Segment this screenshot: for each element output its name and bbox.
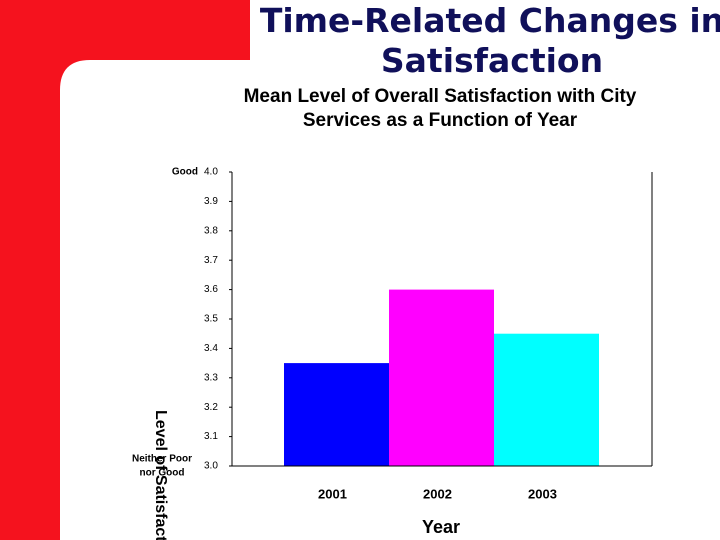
x-tick-label: 2002 [423, 486, 452, 501]
bar [284, 363, 389, 466]
y-tick-label: 3.9 [204, 196, 218, 207]
red-decoration [0, 0, 250, 540]
x-axis-label: Year [422, 517, 460, 537]
y-tick-label: 3.8 [204, 225, 218, 236]
bar [389, 289, 494, 466]
x-tick-label: 2001 [318, 486, 347, 501]
chart-title: Services as a Function of Year [303, 110, 578, 131]
bar [494, 333, 599, 466]
y-tick-label: 3.5 [204, 314, 218, 325]
y-axis-label: Level of Satisfaction [152, 410, 169, 540]
y-tick-label: 4.0 [204, 167, 218, 178]
y-tick-label: 3.1 [204, 431, 218, 442]
y-tick-label: 3.0 [204, 461, 218, 472]
y-tick-label: 3.7 [204, 255, 218, 266]
y-tick-label: 3.6 [204, 284, 218, 295]
slide-title: Time-Related Changes in Satisfaction [260, 1, 720, 80]
y-tick-label: 3.4 [204, 343, 218, 354]
y-tick-label: 3.3 [204, 372, 218, 383]
y-anchor-label: Neither Poor [132, 454, 192, 465]
x-tick-label: 2003 [528, 486, 557, 501]
y-anchor-label: Good [172, 167, 198, 178]
y-anchor-label: nor Good [140, 468, 185, 479]
chart-title: Mean Level of Overall Satisfaction with … [244, 86, 637, 107]
y-tick-label: 3.2 [204, 402, 218, 413]
